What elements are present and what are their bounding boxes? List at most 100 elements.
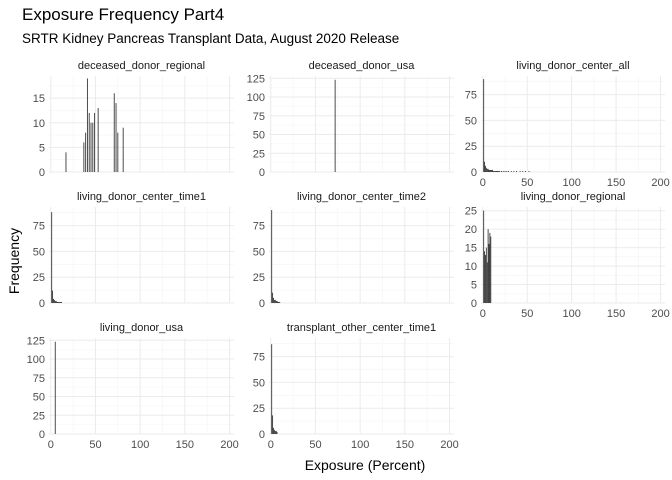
histogram-bar [492,170,494,172]
y-tick-label: 50 [253,377,265,389]
histogram-bar [484,251,486,303]
histogram-bar [61,301,62,303]
histogram-bar [53,298,54,303]
y-tick-label: 25 [33,410,45,422]
x-tick-label: 50 [309,439,321,451]
histogram-bar [519,170,521,172]
x-tick-label: 150 [607,177,625,189]
histogram-bar [484,255,486,303]
histogram-bar [272,292,274,303]
histogram-bar [277,301,279,303]
histogram-bar [485,167,487,172]
histogram-bar [271,210,273,303]
histogram-bar [275,300,277,303]
histogram-bar [490,169,492,172]
facet-strip-label: deceased_donor_usa [309,60,416,72]
y-tick-label: 50 [253,130,265,142]
y-tick-label: 25 [465,141,477,153]
y-tick-label: 50 [465,115,477,127]
histogram-bar [271,344,273,434]
y-tick-label: 15 [33,93,45,105]
histogram-bar [483,210,485,303]
histogram-bar [496,170,498,172]
histogram-bar [510,170,512,172]
facet-strip-label: living_donor_usa [100,322,184,334]
facet-panel: living_donor_regional 0 5 10 15 20 25 0 50 100 150… [465,191,670,320]
y-tick-label: 0 [471,167,477,179]
y-tick-label: 0 [471,298,477,310]
y-tick-label: 125 [27,335,45,347]
histogram-bar [273,429,275,434]
histogram-bar [65,152,67,172]
y-tick-label: 5 [39,142,45,154]
histogram-bar [276,300,278,303]
y-tick-label: 75 [253,352,265,364]
chart-title: Exposure Frequency Part4 [22,5,224,24]
y-tick-label: 25 [253,148,265,160]
y-tick-label: 50 [253,246,265,258]
histogram-bar [51,212,53,303]
facet-panel: deceased_donor_regional 0 5 10 15 [33,60,234,179]
facet-strip-label: living_donor_center_all [516,60,629,72]
x-tick-label: 0 [48,439,54,451]
y-tick-label: 0 [259,429,265,441]
histogram-bar [497,170,499,172]
facet-panel: living_donor_center_time2 0 25 50 75 [253,191,454,310]
histogram-bar [486,168,488,172]
histogram-bar [276,431,278,434]
histogram-bar [273,427,274,434]
x-tick-label: 150 [396,439,414,451]
facet-panel: living_donor_usa 0 25 50 75 100 125 0 50 100 150 20… [27,322,239,451]
histogram-bar [97,108,99,172]
x-axis-title: Exposure (Percent) [305,457,426,473]
x-tick-label: 100 [351,439,369,451]
histogram-bar [272,415,274,434]
histogram-bar [55,300,57,303]
y-tick-label: 0 [39,429,45,441]
histogram-bar [57,301,59,303]
histogram-bar [334,79,336,172]
histogram-bar [499,170,501,172]
y-tick-label: 25 [33,272,45,284]
histogram-bar [273,299,275,303]
y-tick-label: 50 [33,246,45,258]
histogram-bar [485,247,487,303]
y-tick-label: 10 [465,261,477,273]
histogram-bar [490,236,492,303]
histogram-bar [504,170,506,172]
histogram-bar [528,170,530,172]
x-tick-label: 50 [89,439,101,451]
histogram-bar [489,232,491,303]
histogram-bar [508,170,510,172]
y-tick-label: 75 [253,111,265,123]
y-tick-label: 50 [33,392,45,404]
y-tick-label: 0 [259,167,265,179]
histogram-bar [500,170,502,172]
y-tick-label: 100 [27,354,45,366]
histogram-bar [487,168,489,172]
histogram-bar [88,112,90,172]
y-tick-label: 25 [465,206,477,218]
histogram-bar [60,301,62,303]
y-tick-label: 25 [253,403,265,415]
histogram-bar [491,169,493,172]
x-tick-label: 100 [562,308,580,320]
histogram-bar [86,78,88,172]
histogram-bar [273,297,274,303]
histogram-bar [524,170,526,172]
histogram-bar [52,290,54,303]
y-tick-label: 0 [39,298,45,310]
x-tick-label: 150 [607,308,625,320]
histogram-bar [54,300,56,303]
histogram-bar [502,170,504,172]
y-tick-label: 75 [33,373,45,385]
histogram-bar [56,301,58,303]
histogram-bar [274,430,276,434]
x-tick-label: 50 [521,177,533,189]
histogram-bar [83,142,85,172]
x-tick-label: 200 [220,439,238,451]
facet-strip-label: transplant_other_center_time1 [287,322,436,334]
x-tick-label: 150 [176,439,194,451]
histogram-bar [493,170,495,172]
